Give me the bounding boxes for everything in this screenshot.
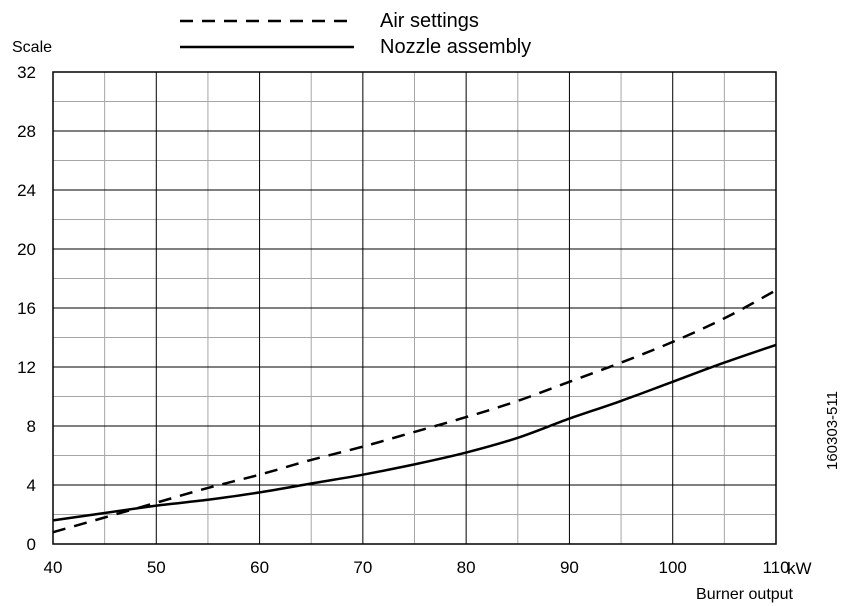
y-tick-label: 28: [17, 122, 36, 141]
x-tick-label: 90: [560, 558, 579, 577]
y-tick-label: 8: [27, 417, 36, 436]
x-axis-title: Burner output: [696, 586, 794, 603]
y-tick-label: 4: [27, 476, 36, 495]
y-tick-label: 24: [17, 181, 36, 200]
plot-frame: [52, 71, 777, 545]
y-tick-label: 0: [27, 535, 36, 554]
x-tick-label: 40: [44, 558, 63, 577]
x-tick-labels: 40 50 60 70 80 90 100 110: [44, 558, 790, 577]
legend-label-nozzle-assembly: Nozzle assembly: [380, 36, 531, 58]
x-tick-label: 100: [659, 558, 687, 577]
series-line-air-settings: [52, 289, 777, 534]
y-tick-label: 12: [17, 358, 36, 377]
x-tick-label: 70: [353, 558, 372, 577]
x-tick-label: 50: [147, 558, 166, 577]
y-tick-label: 32: [17, 63, 36, 82]
series-lines: [52, 289, 777, 534]
y-tick-labels: 0 4 8 12 16 20 24 28 32: [17, 63, 36, 554]
y-tick-label: 20: [17, 240, 36, 259]
x-axis-unit: kW: [787, 559, 812, 578]
legend: Air settings Nozzle assembly: [180, 10, 531, 58]
series-line-nozzle-assembly: [52, 343, 777, 522]
x-tick-label: 80: [457, 558, 476, 577]
figure-code: 160303-511: [824, 391, 841, 470]
y-axis-title: Scale: [12, 39, 52, 56]
y-tick-label: 16: [17, 299, 36, 318]
major-gridlines: [53, 72, 776, 544]
x-tick-label: 110: [762, 558, 789, 577]
x-tick-label: 60: [250, 558, 269, 577]
legend-label-air-settings: Air settings: [380, 10, 479, 32]
